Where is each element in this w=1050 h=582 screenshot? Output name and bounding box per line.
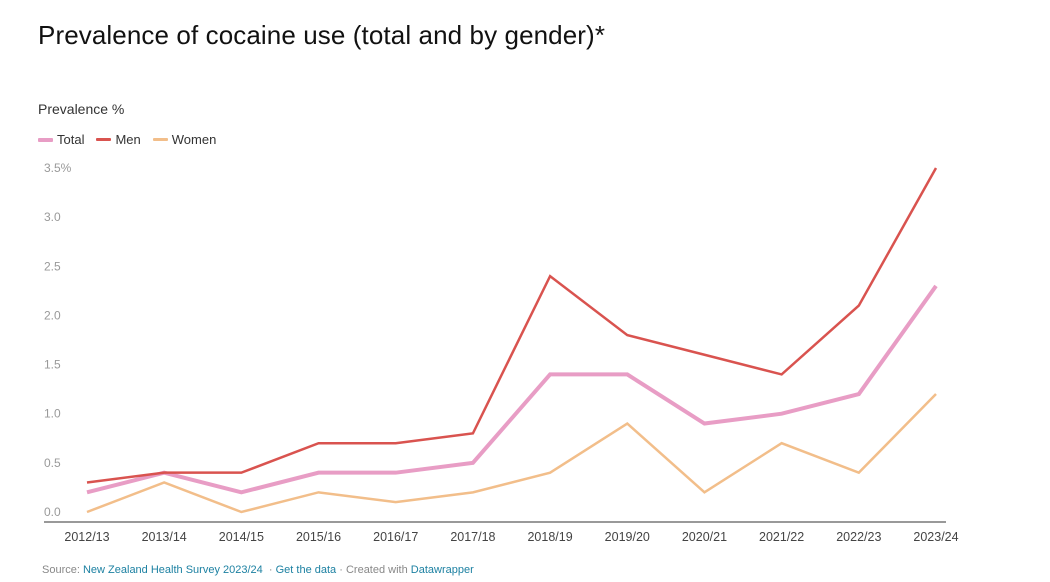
x-axis-ticks: 2012/13 2013/14 2014/15 2015/16 2016/17 2017/… — [64, 530, 958, 544]
y-tick-label: 1.5 — [44, 358, 61, 372]
series-lines — [86, 167, 938, 514]
legend: Total Men Women — [38, 132, 216, 147]
y-axis-label: Prevalence % — [38, 101, 125, 117]
legend-label: Women — [171, 132, 217, 147]
y-tick-label: 0.5 — [44, 456, 61, 470]
source-prefix: Source: — [42, 564, 80, 576]
y-tick-label: 2.0 — [44, 308, 61, 322]
legend-swatch-men — [96, 138, 112, 141]
x-tick-label: 2013/14 — [142, 530, 187, 544]
separator: · — [268, 564, 273, 576]
footer: Source: New Zealand Health Survey 2023/2… — [42, 564, 474, 576]
x-tick-label: 2012/13 — [64, 530, 109, 544]
legend-item-men: Men — [96, 132, 141, 147]
x-tick-label: 2016/17 — [373, 530, 418, 544]
x-tick-label: 2023/24 — [913, 530, 958, 544]
datawrapper-link[interactable]: Datawrapper — [410, 564, 474, 576]
separator: · — [339, 564, 343, 576]
y-tick-label: 2.5 — [44, 259, 61, 273]
x-tick-label: 2015/16 — [296, 530, 341, 544]
y-tick-label: 3.5% — [44, 161, 72, 175]
legend-item-total: Total — [38, 132, 84, 147]
legend-label: Men — [115, 132, 141, 147]
x-tick-label: 2020/21 — [682, 530, 727, 544]
series-line-men — [86, 167, 938, 484]
y-axis-ticks: 0.0 0.5 1.0 1.5 2.0 2.5 3.0 3.5% — [44, 161, 72, 519]
legend-swatch-women — [152, 138, 168, 141]
source-link[interactable]: New Zealand Health Survey 2023/24 — [82, 564, 263, 576]
legend-swatch-total — [38, 137, 53, 142]
created-with-text: Created with — [345, 564, 408, 576]
y-tick-label: 0.0 — [44, 505, 61, 519]
x-tick-label: 2014/15 — [219, 530, 264, 544]
x-tick-label: 2017/18 — [450, 530, 495, 544]
x-tick-label: 2018/19 — [527, 530, 572, 544]
x-tick-label: 2021/22 — [759, 530, 804, 544]
series-line-women — [86, 393, 937, 514]
series-line-total — [86, 284, 938, 495]
x-tick-label: 2019/20 — [605, 530, 650, 544]
y-tick-label: 3.0 — [44, 210, 61, 224]
get-the-data-link[interactable]: Get the data — [275, 564, 337, 576]
chart-title: Prevalence of cocaine use (total and by … — [38, 20, 606, 50]
legend-label: Total — [57, 132, 85, 147]
legend-item-women: Women — [152, 132, 217, 147]
x-tick-label: 2022/23 — [836, 530, 881, 544]
y-tick-label: 1.0 — [44, 407, 61, 421]
